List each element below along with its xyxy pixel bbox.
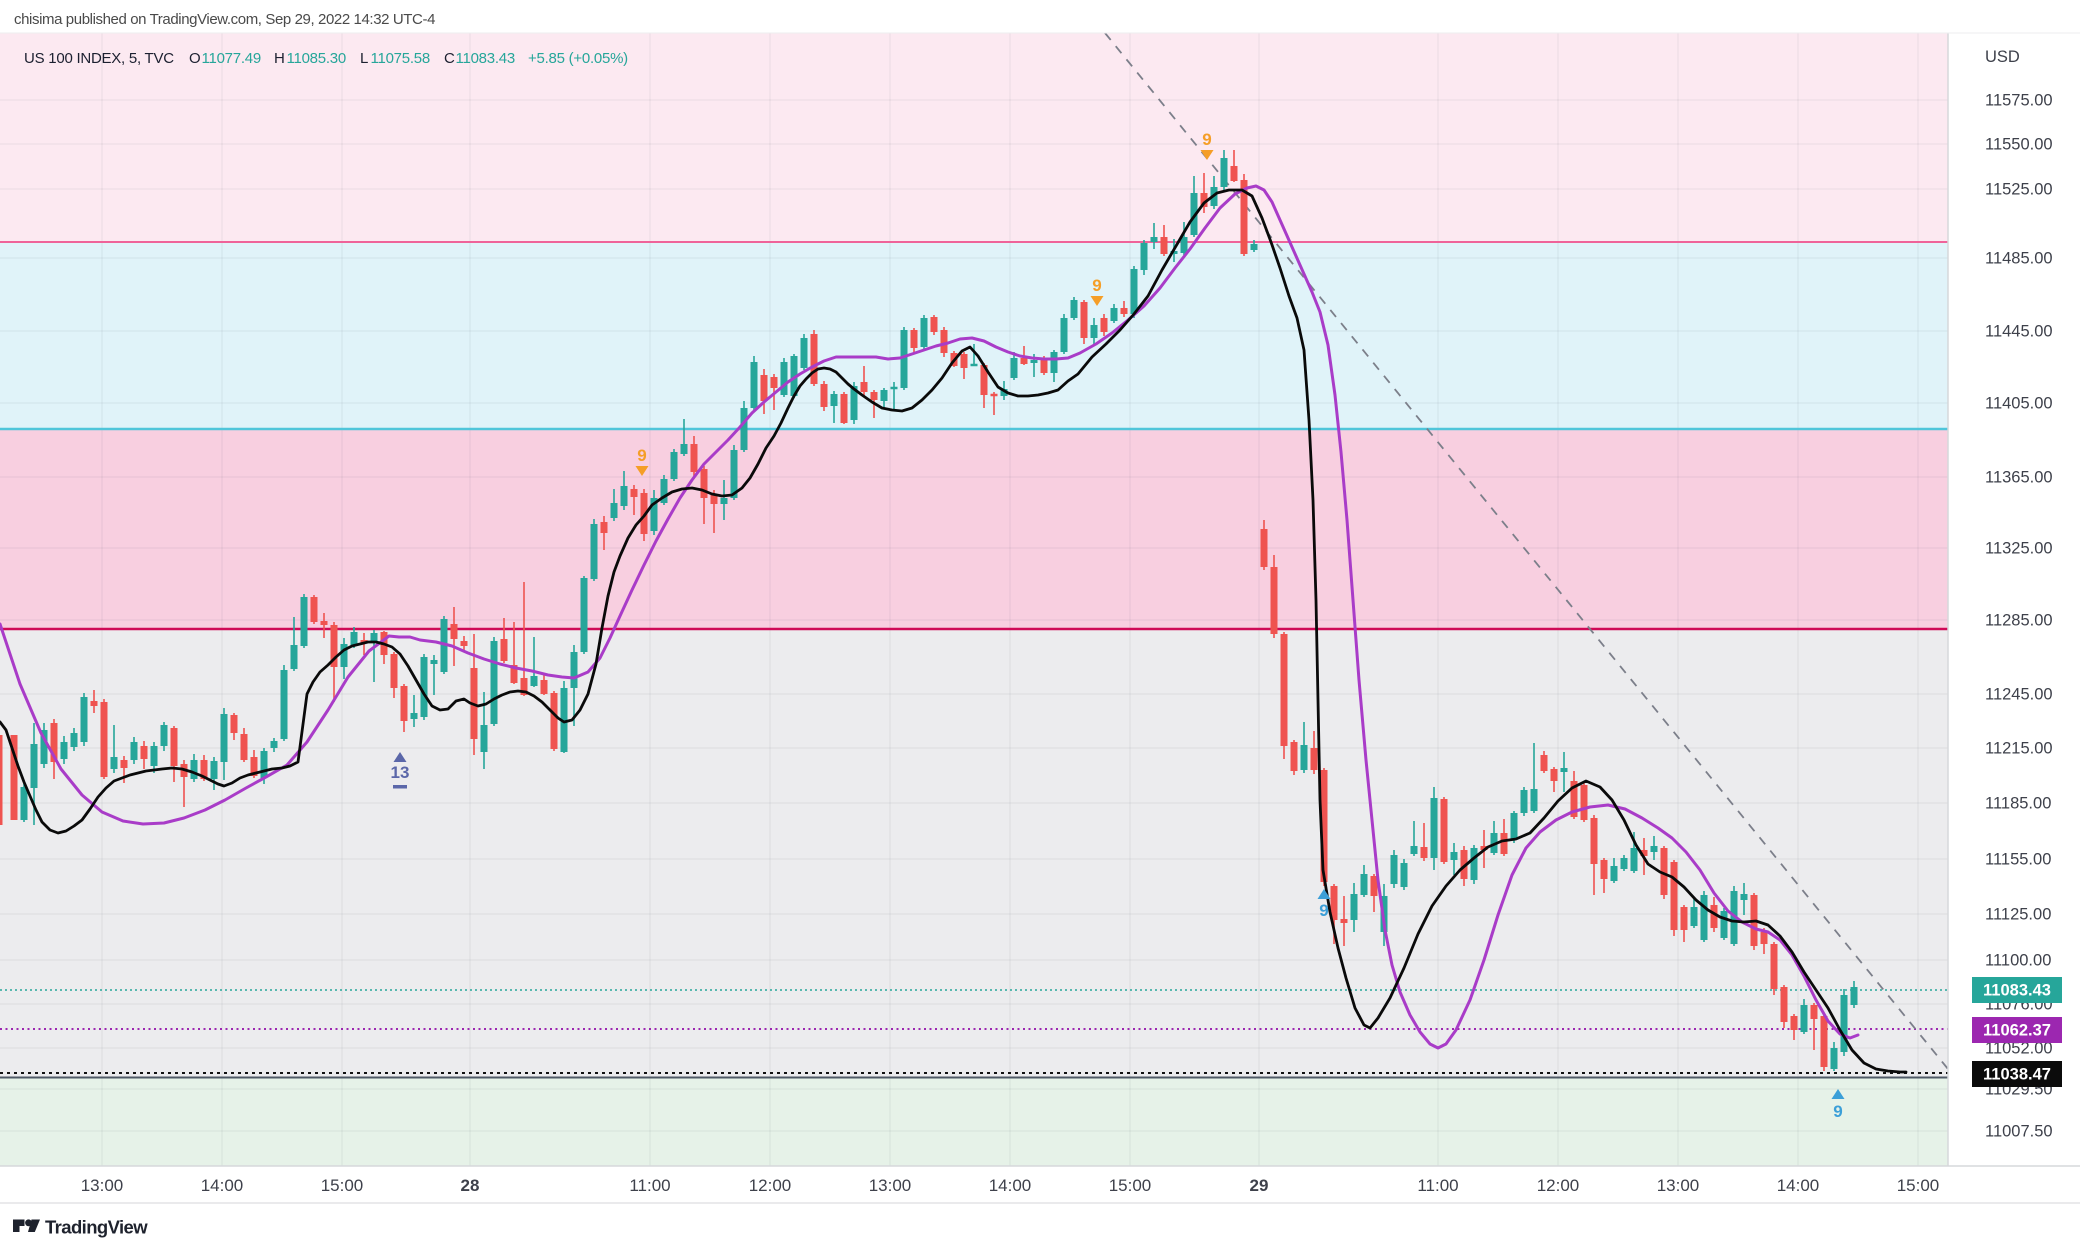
svg-text:13: 13	[391, 763, 410, 782]
svg-text:11007.50: 11007.50	[1985, 1123, 2053, 1141]
svg-text:L: L	[360, 50, 368, 67]
svg-text:O: O	[189, 50, 200, 67]
svg-text:11575.00: 11575.00	[1985, 92, 2053, 110]
svg-text:US 100 INDEX, 5, TVC: US 100 INDEX, 5, TVC	[24, 50, 174, 67]
svg-text:14:00: 14:00	[1777, 1176, 1820, 1195]
svg-text:9: 9	[1319, 901, 1328, 920]
svg-text:11445.00: 11445.00	[1985, 323, 2053, 341]
svg-text:11325.00: 11325.00	[1985, 540, 2053, 558]
svg-text:11550.00: 11550.00	[1985, 136, 2053, 154]
svg-text:14:00: 14:00	[201, 1176, 244, 1195]
svg-text:11:00: 11:00	[629, 1176, 670, 1195]
svg-text:11365.00: 11365.00	[1985, 469, 2053, 487]
svg-text:11038.47: 11038.47	[1983, 1066, 2051, 1084]
svg-text:15:00: 15:00	[321, 1176, 364, 1195]
svg-text:11525.00: 11525.00	[1985, 181, 2053, 199]
svg-text:11405.00: 11405.00	[1985, 395, 2053, 413]
svg-text:29: 29	[1250, 1176, 1269, 1195]
svg-text:11062.37: 11062.37	[1983, 1022, 2051, 1040]
svg-text:11:00: 11:00	[1417, 1176, 1458, 1195]
svg-text:11083.43: 11083.43	[456, 50, 515, 67]
svg-text:H: H	[274, 50, 285, 67]
svg-text:11083.43: 11083.43	[1983, 982, 2051, 1000]
svg-text:11075.58: 11075.58	[371, 50, 430, 67]
svg-text:13:00: 13:00	[869, 1176, 912, 1195]
svg-text:14:00: 14:00	[989, 1176, 1032, 1195]
svg-text:13:00: 13:00	[81, 1176, 124, 1195]
svg-text:11215.00: 11215.00	[1985, 740, 2053, 758]
svg-text:11052.00: 11052.00	[1985, 1040, 2053, 1058]
svg-text:11245.00: 11245.00	[1985, 686, 2053, 704]
svg-text:11077.49: 11077.49	[202, 50, 261, 67]
svg-text:C: C	[444, 50, 455, 67]
svg-text:11100.00: 11100.00	[1985, 952, 2051, 970]
svg-text:11155.00: 11155.00	[1985, 851, 2051, 869]
svg-text:+5.85 (+0.05%): +5.85 (+0.05%)	[528, 50, 628, 67]
svg-text:11485.00: 11485.00	[1985, 250, 2053, 268]
svg-text:TradingView: TradingView	[45, 1217, 148, 1238]
svg-text:9: 9	[1833, 1102, 1842, 1121]
svg-text:11085.30: 11085.30	[287, 50, 346, 67]
svg-text:15:00: 15:00	[1109, 1176, 1152, 1195]
svg-text:9: 9	[1202, 130, 1211, 149]
svg-text:12:00: 12:00	[1537, 1176, 1580, 1195]
svg-text:chisima published on TradingVi: chisima published on TradingView.com, Se…	[14, 11, 435, 28]
svg-text:9: 9	[637, 446, 646, 465]
svg-text:12:00: 12:00	[749, 1176, 792, 1195]
svg-text:9: 9	[1092, 276, 1101, 295]
svg-text:15:00: 15:00	[1897, 1176, 1940, 1195]
svg-text:11125.00: 11125.00	[1985, 906, 2051, 924]
svg-text:11285.00: 11285.00	[1985, 612, 2053, 630]
svg-text:28: 28	[461, 1176, 480, 1195]
svg-text:USD: USD	[1985, 48, 2020, 66]
svg-text:11185.00: 11185.00	[1985, 795, 2051, 813]
svg-text:13:00: 13:00	[1657, 1176, 1700, 1195]
